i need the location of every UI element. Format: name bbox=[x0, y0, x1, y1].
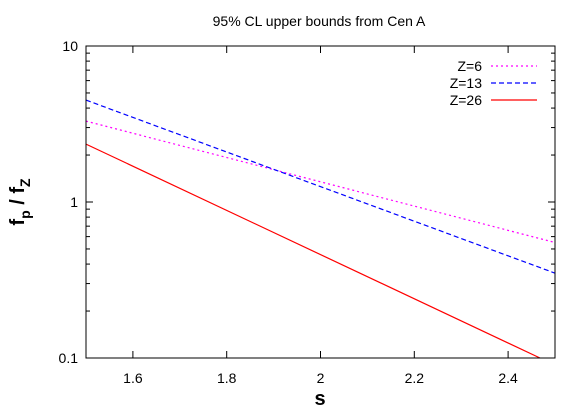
legend-label-z-26: Z=26 bbox=[450, 92, 483, 108]
x-tick-label-1: 1.8 bbox=[217, 370, 237, 386]
x-tick-label-3: 2.2 bbox=[405, 370, 425, 386]
y-axis-label-sub-z: Z bbox=[17, 178, 33, 187]
y-tick-label-2: 10 bbox=[62, 38, 78, 54]
legend-label-z-6: Z=6 bbox=[457, 58, 482, 74]
plot-frame bbox=[85, 45, 556, 359]
y-tick-label-1: 1 bbox=[70, 194, 78, 210]
x-tick-label-2: 2 bbox=[317, 370, 325, 386]
chart-title: 95% CL upper bounds from Cen A bbox=[213, 13, 426, 29]
y-axis-label: fp / fZ bbox=[7, 178, 33, 226]
y-axis-label-separator: / bbox=[7, 194, 29, 211]
y-axis-label-sub-p: p bbox=[17, 210, 33, 219]
y-axis-label-f2: f bbox=[7, 187, 29, 194]
series-line-z-26 bbox=[85, 143, 541, 359]
x-tick-label-0: 1.6 bbox=[123, 370, 143, 386]
ticks-layer: 1.6 1.8 2 2.2 2.4 0.1 1 10 bbox=[59, 38, 555, 386]
y-axis-label-f1: f bbox=[7, 219, 29, 226]
x-tick-label-4: 2.4 bbox=[498, 370, 518, 386]
series-line-z-6 bbox=[85, 120, 556, 244]
y-tick-label-0: 0.1 bbox=[59, 350, 79, 366]
x-axis-label: s bbox=[314, 388, 325, 408]
series-layer bbox=[85, 99, 556, 359]
legend-label-z-13: Z=13 bbox=[450, 75, 483, 91]
series-line-z-13 bbox=[85, 99, 556, 274]
legend: Z=6Z=13Z=26 bbox=[450, 58, 537, 108]
